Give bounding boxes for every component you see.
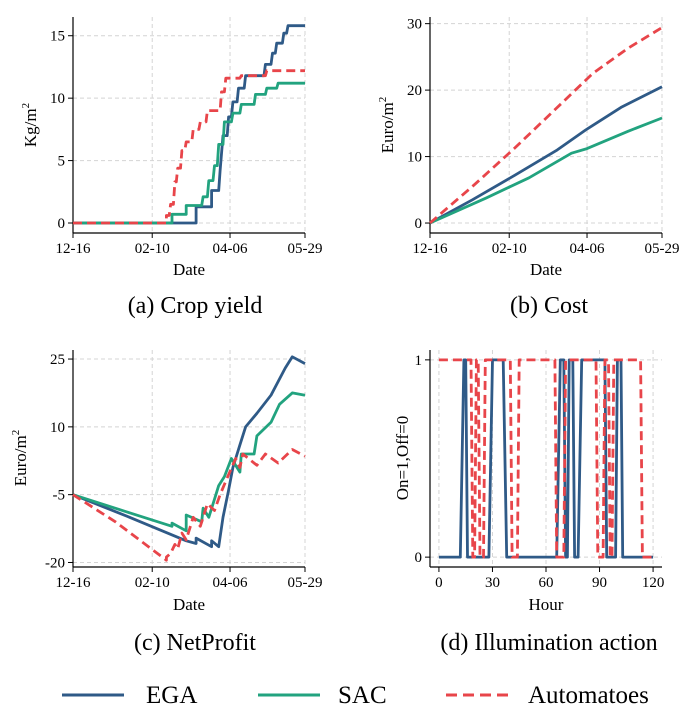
series-line-sac [72,391,306,533]
y-tick-label: 0 [415,216,423,232]
series-line-ega [429,85,663,225]
x-tick-label: 60 [539,575,554,591]
legend-label-automatoes: Automatoes [528,682,649,709]
y-axis-label: Euro/m2 [377,97,397,154]
y-tick-label: 20 [407,83,422,99]
chart-panel-3: 0 30 60 90 120 0 1 Hour On=1,Off=0 (d) Illuminati… [393,350,664,656]
y-axis-label: Kg/m2 [20,103,40,147]
y-tick-label: 10 [50,420,65,436]
y-tick-label: 25 [50,352,65,368]
chart-caption: (a) Crop yield [128,293,263,319]
series-line-sac [73,81,305,225]
series-line-automatoes [73,69,305,225]
x-tick-label: 90 [592,575,607,591]
y-tick-label: -20 [45,555,65,571]
x-tick-label: 12-16 [56,575,91,591]
x-tick-label: 05-29 [288,241,323,257]
series-line-automatoes [438,358,654,559]
x-tick-label: 02-10 [135,241,170,257]
x-tick-label: 30 [485,575,500,591]
chart-caption: (d) Illumination action [440,630,657,656]
x-axis-label: Date [173,595,205,614]
series-line-ega [73,24,305,225]
chart-caption: (c) NetProfit [134,630,256,656]
series-line-ega [438,358,654,559]
y-axis-label-superscript: 2 [377,97,389,103]
chart-panel-2: 12-16 02-10 04-06 05-29 -20 -5 10 25 Date Euro/m2… [10,350,323,656]
x-tick-label: 05-29 [645,241,680,257]
x-tick-label: 0 [435,575,443,591]
x-tick-label: 12-16 [56,241,91,257]
legend: EGA SAC Automatoes [62,682,649,709]
chart-panel-0: 12-16 02-10 04-06 05-29 0 5 10 15 Date Kg/m2 (a) C… [20,17,323,319]
y-axis-label-main: Euro/m [11,435,30,486]
x-tick-label: 04-06 [213,241,248,257]
y-axis-label-superscript: 2 [20,103,32,109]
y-axis-label-main: Euro/m [378,102,397,153]
x-tick-label: 12-16 [413,241,448,257]
y-axis-label-main: Kg/m [21,108,40,147]
series-line-automatoes [72,448,306,562]
x-axis-label: Date [530,260,562,279]
series-line-sac [429,116,663,225]
x-tick-label: 02-10 [135,575,170,591]
y-tick-label: 1 [415,353,423,369]
x-tick-label: 120 [642,575,665,591]
y-tick-label: 10 [407,150,422,166]
x-axis-label: Date [173,260,205,279]
y-tick-label: 10 [50,91,65,107]
y-tick-label: 30 [407,17,422,33]
x-tick-label: 04-06 [570,241,605,257]
x-tick-label: 04-06 [213,575,248,591]
series-line-ega [72,355,306,549]
y-axis-label: Euro/m2 [10,430,30,487]
chart-caption: (b) Cost [510,293,588,319]
y-tick-label: 0 [415,550,423,566]
x-tick-label: 02-10 [492,241,527,257]
y-axis-label-superscript: 2 [10,430,22,436]
y-tick-label: 0 [58,216,66,232]
y-tick-label: -5 [53,488,66,504]
chart-panel-1: 12-16 02-10 04-06 05-29 0 10 20 30 Date Euro/m2 (b… [377,17,680,319]
y-tick-label: 5 [58,154,66,170]
y-axis-label-main: On=1,Off=0 [393,416,412,501]
legend-label-sac: SAC [338,682,387,709]
legend-label-ega: EGA [146,682,197,709]
x-tick-label: 05-29 [288,575,323,591]
x-axis-label: Hour [529,595,564,614]
y-axis-label: On=1,Off=0 [393,416,412,501]
series-line-automatoes [429,26,663,225]
y-tick-label: 15 [50,29,65,45]
